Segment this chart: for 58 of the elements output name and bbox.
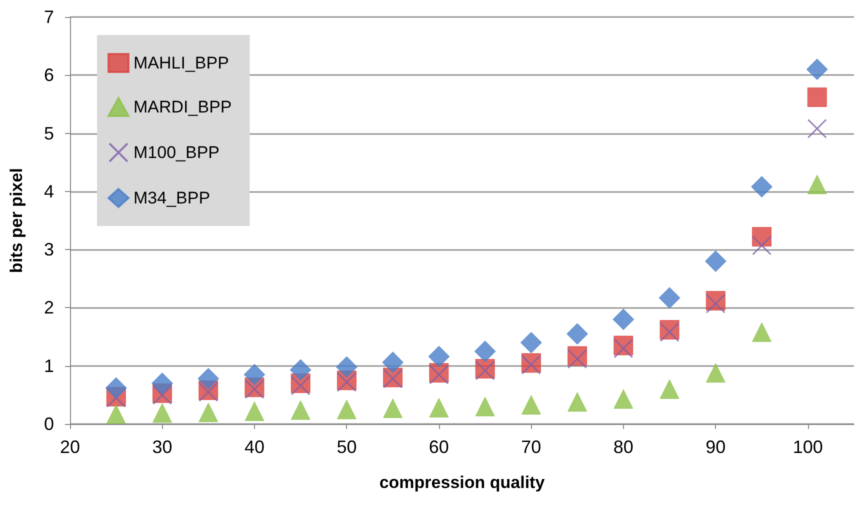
y-tick-label: 7	[44, 7, 54, 27]
point	[807, 118, 827, 138]
point	[704, 250, 726, 272]
x-tick-label: 50	[336, 437, 357, 457]
point	[566, 323, 588, 345]
legend-label: MAHLI_BPP	[134, 54, 229, 72]
y-tick-label: 0	[44, 414, 54, 434]
point	[105, 377, 127, 399]
x-tick-label: 60	[428, 437, 449, 457]
point	[706, 363, 726, 383]
legend-label: M100_BPP	[134, 143, 220, 162]
point	[152, 403, 172, 423]
point	[383, 398, 403, 418]
point	[612, 308, 634, 330]
point	[658, 287, 680, 309]
y-tick-label: 3	[44, 240, 54, 260]
point	[807, 87, 827, 107]
point	[198, 368, 220, 390]
point	[752, 236, 772, 256]
point	[244, 364, 266, 386]
x-axis-title: compression quality	[379, 473, 546, 492]
point	[336, 400, 356, 420]
point	[807, 174, 827, 194]
point	[106, 404, 126, 424]
point	[336, 356, 358, 378]
legend-label: M34_BPP	[134, 188, 210, 208]
point	[290, 359, 312, 381]
point	[244, 401, 264, 421]
y-tick-label: 5	[44, 123, 54, 144]
point	[568, 392, 588, 412]
y-tick-label: 1	[44, 356, 54, 376]
x-tick-label: 20	[60, 437, 80, 457]
point	[382, 352, 404, 374]
y-tick-label: 6	[44, 65, 54, 86]
x-tick-label: 70	[521, 437, 542, 457]
point	[290, 400, 310, 420]
y-axis-title: bits per pixel	[7, 168, 26, 273]
point	[751, 176, 773, 198]
point	[806, 58, 828, 80]
y-tick-label: 2	[44, 298, 54, 318]
point	[428, 346, 450, 368]
point	[475, 396, 495, 416]
point	[474, 340, 496, 362]
x-tick-label: 80	[613, 437, 634, 457]
x-tick-label: 40	[244, 437, 264, 457]
point	[520, 332, 542, 354]
point	[752, 322, 772, 342]
x-tick-label: 100	[792, 437, 823, 457]
legend-label: MARDI_BPP	[134, 98, 232, 116]
point	[151, 372, 173, 394]
point	[660, 379, 680, 399]
y-tick-label: 4	[44, 181, 54, 202]
x-tick-label: 90	[706, 437, 726, 457]
point	[614, 389, 634, 409]
point	[521, 395, 541, 415]
point	[429, 398, 449, 418]
point	[198, 402, 218, 422]
x-tick-label: 30	[152, 437, 172, 457]
